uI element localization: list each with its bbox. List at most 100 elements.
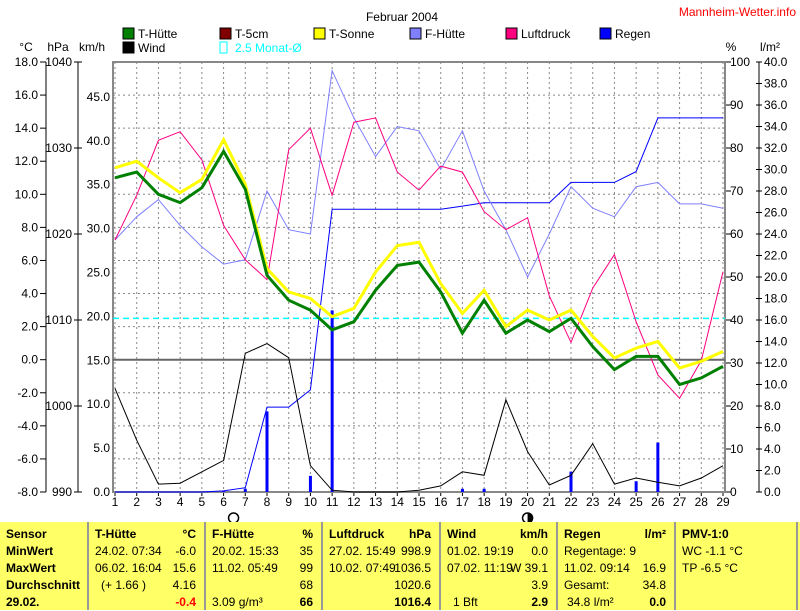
site-link[interactable]: Mannheim-Wetter.info (679, 5, 796, 19)
rain-tick-label: 4.0 (764, 442, 781, 456)
r-total: 34.8 (642, 578, 666, 592)
rain-tick-label: 28.0 (764, 184, 788, 198)
legend-swatch (219, 27, 232, 40)
axis-label-celsius: °C (19, 40, 33, 54)
percent-tick-label: 90 (730, 98, 744, 112)
x-tick-label: 29 (716, 495, 730, 509)
rain-tick-label: 16.0 (764, 313, 788, 327)
rain-tick-label: 0.0 (764, 485, 781, 499)
x-tick-label: 11 (326, 495, 339, 509)
series-regen-summe (115, 117, 723, 493)
p-unit: hPa (408, 527, 431, 541)
kmh-tick-label: 5.0 (93, 441, 110, 455)
x-tick-label: 10 (304, 495, 318, 509)
t-max-time: 06.02. 16:04 (95, 561, 162, 575)
x-tick-label: 18 (477, 495, 491, 509)
rain-tick-label: 18.0 (764, 292, 788, 306)
kmh-tick-label: 15.0 (87, 353, 111, 367)
celsius-tick-label: 14.0 (15, 121, 39, 135)
kmh-tick-label: 10.0 (87, 397, 111, 411)
moon-shade (527, 513, 533, 522)
x-tick-label: 8 (264, 495, 271, 509)
rain-tick-label: 14.0 (764, 335, 788, 349)
axis-label-kmh: km/h (79, 40, 105, 54)
legend-label: 2.5 Monat-Ø (235, 41, 302, 55)
rain-tick-label: 2.0 (764, 464, 781, 478)
percent-tick-label: 60 (730, 227, 744, 241)
celsius-tick-label: 8.0 (21, 220, 38, 234)
weather-chart: Februar 2004 Mannheim-Wetter.info °C hPa… (15, 5, 796, 522)
kmh-tick-label: 20.0 (87, 309, 111, 323)
x-tick-label: 28 (695, 495, 709, 509)
label-sensor: Sensor (6, 527, 47, 541)
legend-swatch (505, 27, 518, 40)
rain-tick-label: 30.0 (764, 163, 788, 177)
x-tick-label: 27 (673, 495, 687, 509)
hpa-tick-label: 1040 (45, 55, 72, 69)
x-tick-label: 9 (285, 495, 292, 509)
r-days: Regentage: 9 (564, 544, 637, 558)
kmh-tick-label: 30.0 (87, 222, 111, 236)
percent-tick-label: 30 (730, 356, 744, 370)
p-max: 1036.5 (394, 561, 431, 575)
hpa-tick-label: 1010 (45, 313, 72, 327)
percent-tick-label: 70 (730, 184, 744, 198)
celsius-tick-label: 12.0 (15, 154, 39, 168)
x-tick-label: 14 (391, 495, 405, 509)
p-max-time: 10.02. 07:49 (329, 561, 396, 575)
rain-tick-label: 22.0 (764, 249, 788, 263)
celsius-tick-label: 16.0 (15, 88, 39, 102)
rain-tick-label: 40.0 (764, 55, 788, 69)
f-min: 35 (299, 544, 313, 558)
rain-tick-label: 38.0 (764, 77, 788, 91)
percent-tick-label: 20 (730, 399, 744, 413)
col-wind: Wind km/h 01.02. 19:19 0.0 07.02. 11:19 W 3… (441, 522, 558, 610)
rain-tick-label: 6.0 (764, 421, 781, 435)
percent-tick-label: 0 (730, 485, 737, 499)
t-min: -6.0 (175, 544, 196, 558)
col-regen: Regen l/m² Regentage: 9 11.02. 09:14 16.9 … (558, 522, 676, 610)
x-tick-label: 19 (499, 495, 513, 509)
x-tick-label: 7 (242, 495, 249, 509)
r-title: Regen (564, 527, 601, 541)
f-avg: 68 (299, 578, 313, 592)
col-pmv: PMV-1:0 WC -1.1 °C TP -6.5 °C (676, 522, 798, 610)
legend-label: T-5cm (235, 27, 268, 41)
hpa-tick-label: 990 (52, 485, 72, 499)
label-avg: Durchschnitt (6, 578, 81, 592)
x-tick-label: 12 (347, 495, 361, 509)
w-min-time: 01.02. 19:19 (447, 544, 514, 558)
f-huette-title: F-Hütte (212, 527, 254, 541)
x-tick-label: 13 (369, 495, 383, 509)
label-max: MaxWert (6, 561, 56, 575)
rain-tick-label: 20.0 (764, 270, 788, 284)
t-today: -0.4 (175, 595, 196, 609)
f-today: 66 (299, 595, 313, 609)
x-tick-label: 2 (133, 495, 140, 509)
r-today: 0.0 (649, 595, 666, 609)
w-max: W 39.1 (509, 561, 548, 575)
celsius-tick-label: -8.0 (17, 485, 38, 499)
x-tick-label: 4 (177, 495, 184, 509)
kmh-tick-label: 35.0 (87, 178, 111, 192)
kmh-tick-label: 40.0 (87, 134, 111, 148)
celsius-tick-label: -6.0 (17, 452, 38, 466)
f-huette-unit: % (302, 527, 313, 541)
celsius-tick-label: 0.0 (21, 353, 38, 367)
w-max-time: 07.02. 11:19 (447, 561, 513, 575)
x-tick-label: 15 (412, 495, 426, 509)
x-tick-label: 25 (629, 495, 643, 509)
rain-tick-label: 24.0 (764, 227, 788, 241)
x-tick-label: 1 (112, 495, 119, 509)
full-moon-icon (227, 512, 240, 522)
kmh-tick-label: 45.0 (87, 90, 111, 104)
kmh-tick-label: 25.0 (87, 266, 111, 280)
p-today: 1016.4 (394, 595, 431, 609)
col-luftdruck: Luftdruck hPa 27.02. 15:49 998.9 10.02. 07… (323, 522, 441, 610)
rain-tick-label: 36.0 (764, 98, 788, 112)
percent-tick-label: 100 (730, 55, 750, 69)
x-tick-label: 16 (434, 495, 448, 509)
w-note: 1 Bft (453, 595, 478, 609)
percent-tick-label: 40 (730, 313, 744, 327)
celsius-tick-label: -4.0 (17, 419, 38, 433)
